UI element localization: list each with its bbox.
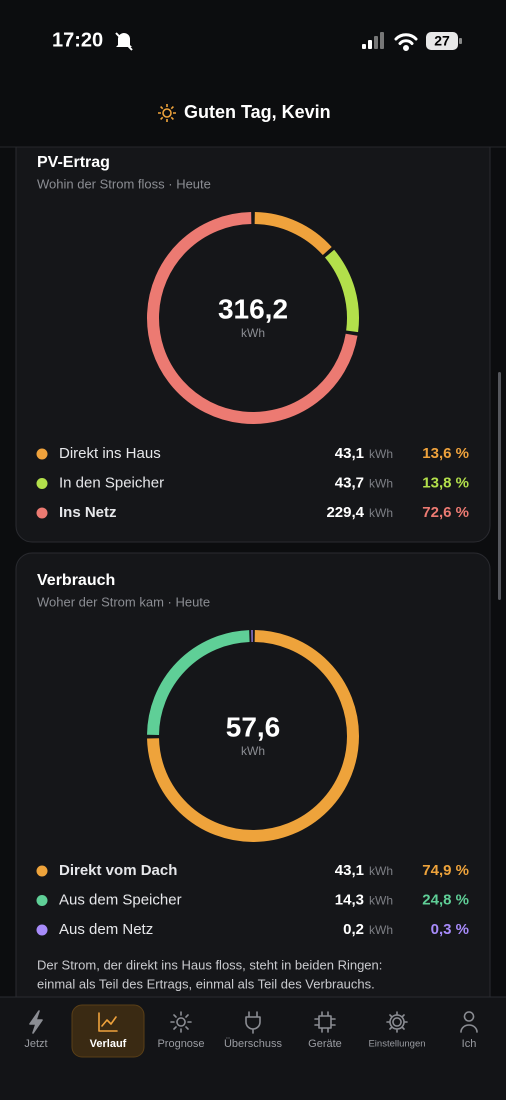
nav-label: Jetzt	[24, 1038, 47, 1050]
donut-segment	[254, 212, 332, 256]
nav-item[interactable]: Geräte	[308, 1011, 342, 1050]
legend-unit: kWh	[369, 864, 393, 878]
card-subtitle: Wohin der Strom floss · Heute	[37, 176, 211, 191]
legend-percent: 74,9 %	[422, 862, 469, 879]
donut-unit: kWh	[241, 744, 265, 758]
legend-label: Ins Netz	[59, 504, 117, 521]
nav-label: Prognose	[157, 1038, 204, 1050]
legend-dot	[36, 865, 48, 877]
legend-value: 43,1	[335, 862, 364, 879]
nav-icon	[386, 1011, 408, 1033]
nav-icon	[170, 1011, 192, 1033]
donut-segment	[147, 212, 358, 424]
battery	[426, 32, 458, 50]
wifi-icon	[394, 33, 418, 51]
nav-label: Überschuss	[224, 1038, 283, 1050]
legend-dot	[36, 448, 48, 460]
donut-segment	[324, 249, 359, 333]
nav-item[interactable]: Ich	[460, 1011, 478, 1050]
legend-percent: 24,8 %	[422, 891, 469, 908]
sun-icon	[158, 104, 176, 122]
nav-item[interactable]: Jetzt	[24, 1010, 48, 1050]
content: PV-Ertrag Wohin der Strom floss · Heute Di…	[15, 117, 501, 1024]
card-title: Verbrauch	[37, 572, 115, 589]
legend-value: 43,7	[335, 474, 364, 491]
legend-value: 14,3	[335, 891, 364, 908]
nav-item[interactable]: Prognose	[157, 1011, 205, 1050]
donut-segment	[147, 630, 359, 842]
legend-value: 0,2	[343, 921, 364, 938]
legend-unit: kWh	[369, 447, 393, 461]
legend-label: Direkt vom Dach	[59, 862, 177, 879]
legend-label: Direkt ins Haus	[59, 445, 161, 462]
signal-icon	[362, 32, 384, 49]
nav-label: Geräte	[308, 1038, 342, 1050]
nav-icon	[314, 1011, 336, 1033]
nav-label: Verlauf	[90, 1038, 127, 1050]
nav-icon	[29, 1010, 43, 1034]
donut-total: 316,2	[218, 293, 288, 324]
nav-item[interactable]: Überschuss	[224, 1011, 283, 1050]
legend-percent: 72,6 %	[422, 504, 469, 521]
legend-dot	[36, 895, 48, 906]
status-time: 17:20	[52, 29, 103, 51]
legend-unit: kWh	[369, 923, 393, 937]
battery-level: 27	[434, 33, 450, 49]
nav-label: Ich	[462, 1038, 477, 1050]
nav-item[interactable]: Verlauf	[71, 1004, 145, 1058]
legend-label: Aus dem Netz	[59, 921, 153, 938]
nav: Jetzt Verlauf Prognose Überschuss Geräte Eins…	[24, 1004, 478, 1058]
legend-value: 229,4	[326, 504, 364, 521]
scrollbar	[498, 372, 501, 600]
legend-value: 43,1	[335, 445, 364, 462]
legend-dot	[36, 507, 48, 519]
card-note: einmal als Teil des Ertrags, einmal als …	[37, 976, 375, 991]
legend-dot	[36, 478, 48, 489]
greeting: Guten Tag, Kevin	[184, 102, 331, 122]
legend-dot	[36, 924, 48, 936]
nav-label: Einstellungen	[368, 1039, 425, 1050]
card	[15, 552, 491, 1024]
nav-icon	[98, 1012, 118, 1032]
card-title: PV-Ertrag	[37, 154, 110, 171]
card-subtitle: Woher der Strom kam · Heute	[37, 594, 210, 609]
nav-icon	[245, 1011, 261, 1034]
top-bar	[0, 0, 506, 147]
donut-total: 57,6	[226, 711, 281, 742]
nav-icon	[460, 1011, 478, 1033]
legend-percent: 13,6 %	[422, 445, 469, 462]
card-note: Der Strom, der direkt ins Haus floss, st…	[37, 957, 382, 972]
legend-unit: kWh	[369, 894, 393, 908]
legend-label: Aus dem Speicher	[59, 891, 182, 908]
battery-tip	[459, 38, 462, 44]
legend-unit: kWh	[369, 506, 393, 520]
legend-unit: kWh	[369, 477, 393, 491]
donut-segment	[147, 630, 250, 736]
legend-percent: 13,8 %	[422, 474, 469, 491]
donut-unit: kWh	[241, 326, 265, 340]
nav-item[interactable]: Einstellungen	[368, 1011, 426, 1050]
legend-percent: 0,3 %	[431, 921, 469, 938]
mute-icon	[115, 32, 133, 51]
legend-label: In den Speicher	[59, 474, 164, 491]
